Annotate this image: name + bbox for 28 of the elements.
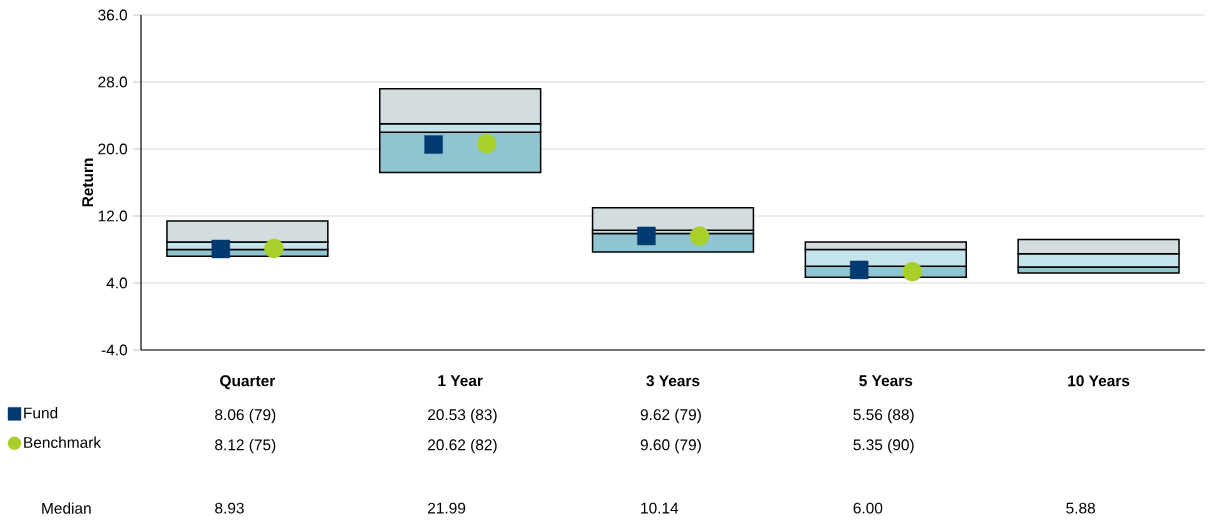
x-tick-label: 5 Years — [859, 375, 913, 387]
x-tick-label: 1 Year — [438, 375, 483, 387]
y-tick-label: 20.0 — [98, 143, 128, 155]
text: 5.88 — [1066, 502, 1096, 514]
data-label: 8.12 (75) — [215, 438, 276, 454]
y-tick-label: 4.0 — [106, 277, 128, 289]
data-label: 5.56 (88) — [853, 408, 914, 424]
data-label: 20.53 (83) — [428, 408, 497, 424]
data-label: 9.62 (79) — [640, 408, 701, 424]
data-label: 5.35 (90) — [853, 438, 914, 454]
y-tick-label: 28.0 — [98, 76, 128, 88]
data-label: 8.06 (79) — [215, 408, 276, 424]
x-tick-label: Quarter — [220, 375, 276, 390]
y-axis-title: Return — [82, 158, 94, 207]
text: 21.99 — [428, 502, 466, 514]
data-label: 20.62 (82) — [428, 438, 497, 454]
text: Median — [42, 502, 91, 514]
legend-label: Fund — [24, 407, 58, 419]
y-tick-label: 36.0 — [98, 9, 128, 21]
y-tick-label: -4.0 — [101, 344, 128, 356]
text: 8.93 — [215, 502, 244, 514]
text: 10.14 — [641, 502, 679, 514]
text: 6.00 — [853, 502, 883, 514]
data-label: 9.60 (79) — [640, 438, 701, 454]
y-tick-label: 12.0 — [98, 210, 128, 222]
x-tick-label: 10 Years — [1068, 375, 1130, 387]
legend-label: Benchmark — [24, 436, 102, 448]
x-tick-label: 3 Years — [646, 375, 700, 387]
